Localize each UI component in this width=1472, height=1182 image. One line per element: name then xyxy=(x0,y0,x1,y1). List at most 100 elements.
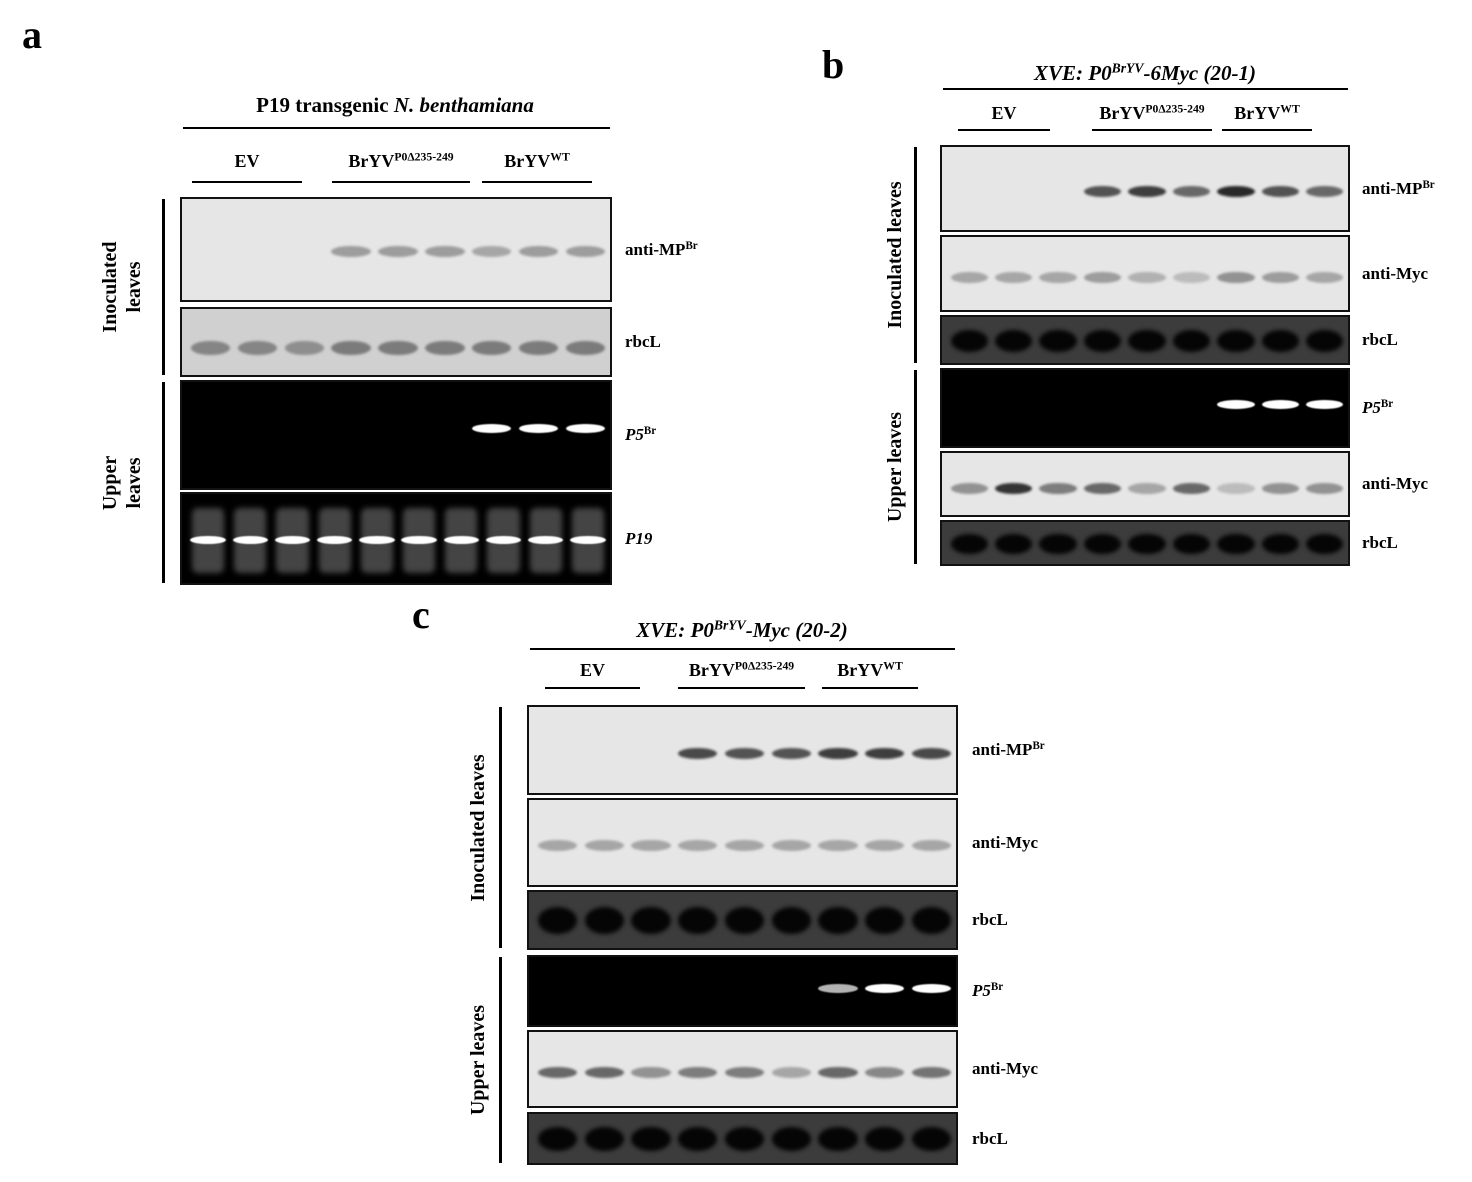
section-bracket xyxy=(499,957,502,1163)
gel-band xyxy=(1306,400,1344,410)
gel-band xyxy=(1128,186,1166,198)
gel-panel xyxy=(940,520,1350,566)
section-label: Inoculated leaves xyxy=(884,181,906,329)
gel-band xyxy=(1172,329,1211,352)
gel-band xyxy=(1217,482,1255,494)
gel-band xyxy=(950,271,988,283)
gel-band xyxy=(1217,400,1255,410)
gel-band xyxy=(1217,329,1255,352)
panel-letter: b xyxy=(822,42,845,87)
title-segment: BrYV xyxy=(713,617,746,633)
title-segment: XVE: P0 xyxy=(1034,61,1112,85)
label-superscript: Br xyxy=(1380,397,1394,410)
gel-band xyxy=(771,1067,811,1079)
group-label: EV xyxy=(580,660,605,681)
gel-band xyxy=(527,535,564,544)
label-superscript: P0Δ235-249 xyxy=(1145,102,1205,116)
gel-band xyxy=(1261,482,1299,494)
gel-band xyxy=(995,271,1033,283)
group-rule xyxy=(1222,129,1312,131)
gel-band xyxy=(1039,329,1077,352)
label-superscript: P0Δ235-249 xyxy=(394,150,454,164)
group-label: EV xyxy=(234,151,259,172)
group-label: BrYVP0Δ235-249 xyxy=(1099,103,1204,124)
title-rule xyxy=(183,127,610,129)
gel-band xyxy=(565,340,606,355)
gel-band xyxy=(1128,482,1166,494)
blot-label: anti-Myc xyxy=(972,1059,1038,1079)
gel-band xyxy=(771,1127,811,1152)
gel-panel xyxy=(940,368,1350,448)
label-text: P5 xyxy=(625,425,644,444)
label-text: rbcL xyxy=(972,910,1008,929)
label-text: EV xyxy=(234,151,260,171)
gel-band xyxy=(1039,271,1077,283)
label-text: anti-Myc xyxy=(972,1059,1039,1078)
gel-band xyxy=(1217,533,1255,555)
group-rule xyxy=(958,129,1050,131)
gel-band xyxy=(1261,329,1299,352)
gel-band xyxy=(472,340,512,355)
gel-band xyxy=(1306,482,1344,494)
section-bracket xyxy=(162,382,165,583)
gel-band xyxy=(818,984,858,994)
label-superscript: Br xyxy=(685,239,698,252)
gel-band xyxy=(818,907,858,934)
blot-label: rbcL xyxy=(972,1129,1008,1149)
gel-band xyxy=(570,535,606,544)
label-superscript: WT xyxy=(550,150,570,164)
title-rule xyxy=(943,88,1348,90)
gel-band xyxy=(771,747,811,759)
blot-label: rbcL xyxy=(1362,533,1398,553)
gel-band xyxy=(1039,482,1077,494)
label-superscript: Br xyxy=(990,980,1004,993)
gel-band xyxy=(631,840,671,852)
group-label: EV xyxy=(991,103,1016,124)
gel-band xyxy=(1172,482,1211,494)
gel-panel xyxy=(180,307,612,377)
gel-band xyxy=(631,1067,671,1079)
blot-label: anti-Myc xyxy=(1362,264,1428,284)
gel-panel xyxy=(527,890,958,950)
gel-band xyxy=(1128,533,1166,555)
gel-band xyxy=(1217,271,1255,283)
gel-band xyxy=(865,747,905,759)
group-label: BrYVWT xyxy=(837,660,902,681)
gel-band xyxy=(232,535,268,544)
gel-band xyxy=(425,246,465,258)
gel-panel xyxy=(180,380,612,490)
gel-band xyxy=(995,533,1033,555)
gel-band xyxy=(865,1127,905,1152)
gel-band xyxy=(1128,329,1166,352)
gel-band xyxy=(631,1127,671,1152)
label-superscript: Br xyxy=(1422,178,1435,191)
label-text: anti-Myc xyxy=(1362,474,1429,493)
label-text: BrYV xyxy=(1099,103,1146,123)
label-text: EV xyxy=(991,103,1017,123)
blot-label: P5Br xyxy=(625,425,656,445)
title-segment: XVE: P0 xyxy=(636,618,714,642)
gel-band xyxy=(950,533,988,555)
gel-band xyxy=(537,1067,578,1079)
label-superscript: WT xyxy=(883,659,903,673)
blot-label: anti-Myc xyxy=(1362,474,1428,494)
gel-band xyxy=(678,747,718,759)
gel-panel xyxy=(940,235,1350,312)
gel-panel xyxy=(180,492,612,585)
group-rule xyxy=(545,687,640,689)
gel-band xyxy=(911,1067,952,1079)
gel-band xyxy=(331,340,371,355)
gel-band xyxy=(284,340,324,355)
label-text: P5 xyxy=(1362,398,1381,417)
label-text: anti-MP xyxy=(972,740,1033,759)
gel-band xyxy=(584,1067,624,1079)
label-superscript: WT xyxy=(1280,102,1300,116)
title-segment: BrYV xyxy=(1111,60,1144,76)
label-text: rbcL xyxy=(1362,533,1398,552)
label-text: BrYV xyxy=(348,151,395,171)
blot-label: anti-MPBr xyxy=(972,740,1045,760)
gel-band xyxy=(771,840,811,852)
gel-band xyxy=(724,907,765,934)
gel-band xyxy=(359,535,395,544)
section-label: Inoculated leaves xyxy=(99,241,145,333)
